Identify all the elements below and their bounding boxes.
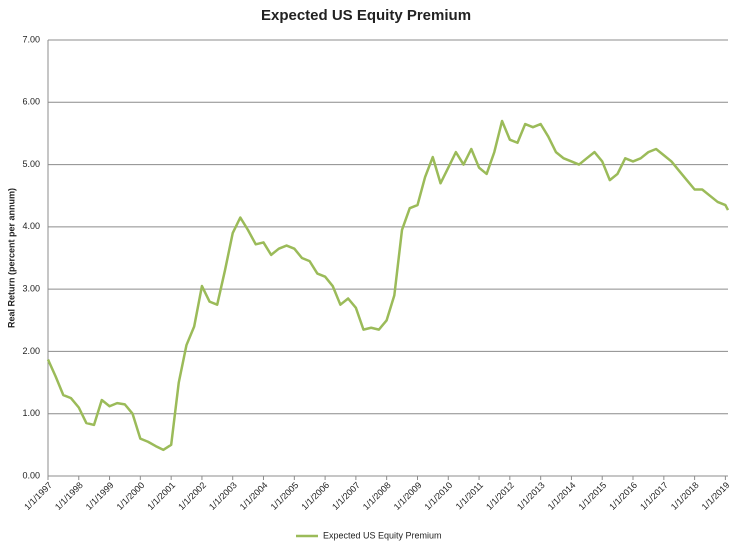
x-tick-label: 1/1/2018	[669, 480, 701, 512]
y-tick-label: 5.00	[22, 159, 40, 169]
x-tick-label: 1/1/2003	[207, 480, 239, 512]
x-tick-label: 1/1/1999	[84, 480, 116, 512]
x-tick-label: 1/1/2019	[700, 480, 732, 512]
x-tick-label: 1/1/2002	[176, 480, 208, 512]
x-tick-label: 1/1/2004	[238, 480, 270, 512]
x-tick-label: 1/1/2001	[145, 480, 177, 512]
x-tick-label: 1/1/2009	[392, 480, 424, 512]
y-tick-label: 1.00	[22, 408, 40, 418]
x-tick-label: 1/1/2013	[515, 480, 547, 512]
x-tick-label: 1/1/2016	[607, 480, 639, 512]
y-axis-label: Real Return (percent per annum)	[6, 188, 16, 328]
legend-label: Expected US Equity Premium	[323, 530, 442, 540]
y-tick-label: 3.00	[22, 284, 40, 294]
x-tick-label: 1/1/2006	[299, 480, 331, 512]
y-tick-label: 6.00	[22, 97, 40, 107]
y-tick-label: 7.00	[22, 34, 40, 44]
x-tick-label: 1/1/2000	[115, 480, 147, 512]
x-tick-label: 1/1/2014	[546, 480, 578, 512]
data-line	[46, 119, 730, 452]
x-tick-label: 1/1/2010	[423, 480, 455, 512]
x-tick-label: 1/1/2011	[454, 480, 485, 511]
y-tick-label: 2.00	[22, 346, 40, 356]
x-tick-label: 1/1/2012	[484, 480, 516, 512]
x-tick-label: 1/1/1998	[53, 480, 85, 512]
x-tick-label: 1/1/2005	[269, 480, 301, 512]
x-tick-label: 1/1/2008	[361, 480, 393, 512]
x-tick-label: 1/1/2017	[638, 480, 670, 512]
y-tick-label: 4.00	[22, 221, 40, 231]
x-tick-label: 1/1/2007	[330, 480, 362, 512]
x-tick-label: 1/1/2015	[576, 480, 608, 512]
y-tick-label: 0.00	[22, 470, 40, 480]
chart-title: Expected US Equity Premium	[261, 7, 471, 24]
x-tick-label: 1/1/1997	[22, 480, 54, 512]
